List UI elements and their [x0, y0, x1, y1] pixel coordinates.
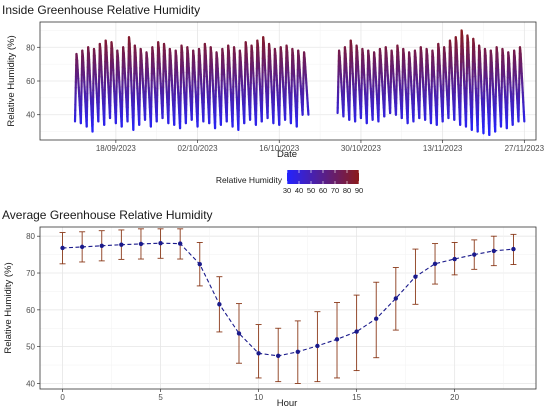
legend-tick-label: 60 — [319, 186, 327, 195]
chart2-point — [256, 351, 261, 356]
chart1-x-tick-label: 13/11/2023 — [423, 144, 463, 153]
chart2-point — [393, 296, 399, 301]
chart2-point — [99, 243, 104, 248]
chart1-y-tick-label: 80 — [26, 43, 35, 52]
chart2-grid — [40, 227, 536, 389]
legend-title: Relative Humidity — [216, 175, 283, 185]
legend-ticks: 30 40 50 60 70 80 90 — [283, 170, 363, 195]
chart2-point — [354, 329, 359, 334]
chart1-title: Inside Greenhouse Relative Humidity — [2, 3, 200, 17]
chart2-title: Average Greenhouse Relative Humidity — [2, 208, 213, 222]
chart2-y-tick-label: 50 — [26, 343, 35, 352]
chart1-points — [73, 29, 526, 137]
chart2-point — [472, 252, 477, 257]
chart1-y-tick-label: 60 — [26, 77, 35, 86]
chart1-y-axis: 40 60 80 — [26, 43, 40, 120]
chart2-point — [138, 241, 144, 247]
chart2-x-tick-label: 0 — [60, 393, 65, 402]
chart2-point — [177, 241, 183, 246]
chart2-point — [374, 316, 379, 321]
chart1-x-axis-title: Date — [277, 149, 297, 160]
legend-tick-label: 90 — [355, 186, 363, 195]
chart2-y-tick-label: 70 — [26, 269, 35, 278]
chart2-points — [60, 241, 516, 359]
chart2-y-tick-label: 60 — [26, 306, 35, 315]
chart2-y-axis-title: Relative Humidity (%) — [3, 262, 14, 353]
chart2-point — [432, 261, 438, 267]
chart2-point — [236, 331, 242, 336]
legend-tick-label: 30 — [283, 186, 291, 195]
chart1-x-tick-label: 16/10/2023 — [259, 144, 300, 153]
legend-tick-label: 80 — [343, 186, 351, 195]
chart2-x-tick-label: 10 — [254, 393, 263, 402]
chart2-y-tick-label: 80 — [26, 232, 35, 241]
chart1-x-axis: 18/09/2023 02/10/2023 16/10/2023 30/10/2023… — [96, 140, 545, 153]
chart1-y-axis-title: Relative Humidity (%) — [6, 35, 17, 126]
chart2-point — [491, 248, 497, 254]
chart2-x-axis: 0 5 10 15 20 — [60, 389, 460, 402]
chart1-y-tick-label: 40 — [26, 111, 35, 120]
chart1-x-tick-label: 18/09/2023 — [96, 144, 137, 153]
chart2-point — [452, 256, 457, 262]
chart2-point — [334, 337, 340, 342]
chart2-point — [197, 261, 202, 267]
chart1-x-tick-label: 30/10/2023 — [341, 144, 382, 153]
legend-colorbar — [287, 170, 359, 184]
chart2-point — [413, 274, 418, 279]
chart2-point — [119, 242, 124, 247]
chart1-x-tick-label: 02/10/2023 — [178, 144, 219, 153]
chart2-point — [79, 244, 85, 250]
legend-tick-label: 50 — [307, 186, 315, 195]
legend-tick-label: 40 — [295, 186, 303, 195]
chart2-y-tick-label: 40 — [26, 379, 35, 388]
chart2-point — [315, 343, 320, 349]
chart2-point — [295, 349, 301, 355]
chart2-point — [275, 353, 281, 359]
chart2-errorbars — [59, 228, 517, 384]
chart2-mean-line — [62, 242, 514, 357]
chart2-point — [60, 245, 65, 251]
chart2-x-axis-title: Hour — [277, 398, 298, 409]
chart1-x-tick-label: 27/11/2023 — [505, 144, 545, 153]
chart2-x-tick-label: 5 — [158, 393, 163, 402]
chart2-y-axis: 40 50 60 70 80 — [26, 232, 40, 388]
chart2-x-tick-label: 15 — [352, 393, 361, 402]
chart2-point — [511, 246, 516, 252]
chart2-x-tick-label: 20 — [450, 393, 459, 402]
chart2-panel-border — [39, 226, 537, 390]
chart2-point — [217, 302, 222, 307]
legend-tick-label: 70 — [331, 186, 339, 195]
chart2-point — [158, 241, 163, 246]
